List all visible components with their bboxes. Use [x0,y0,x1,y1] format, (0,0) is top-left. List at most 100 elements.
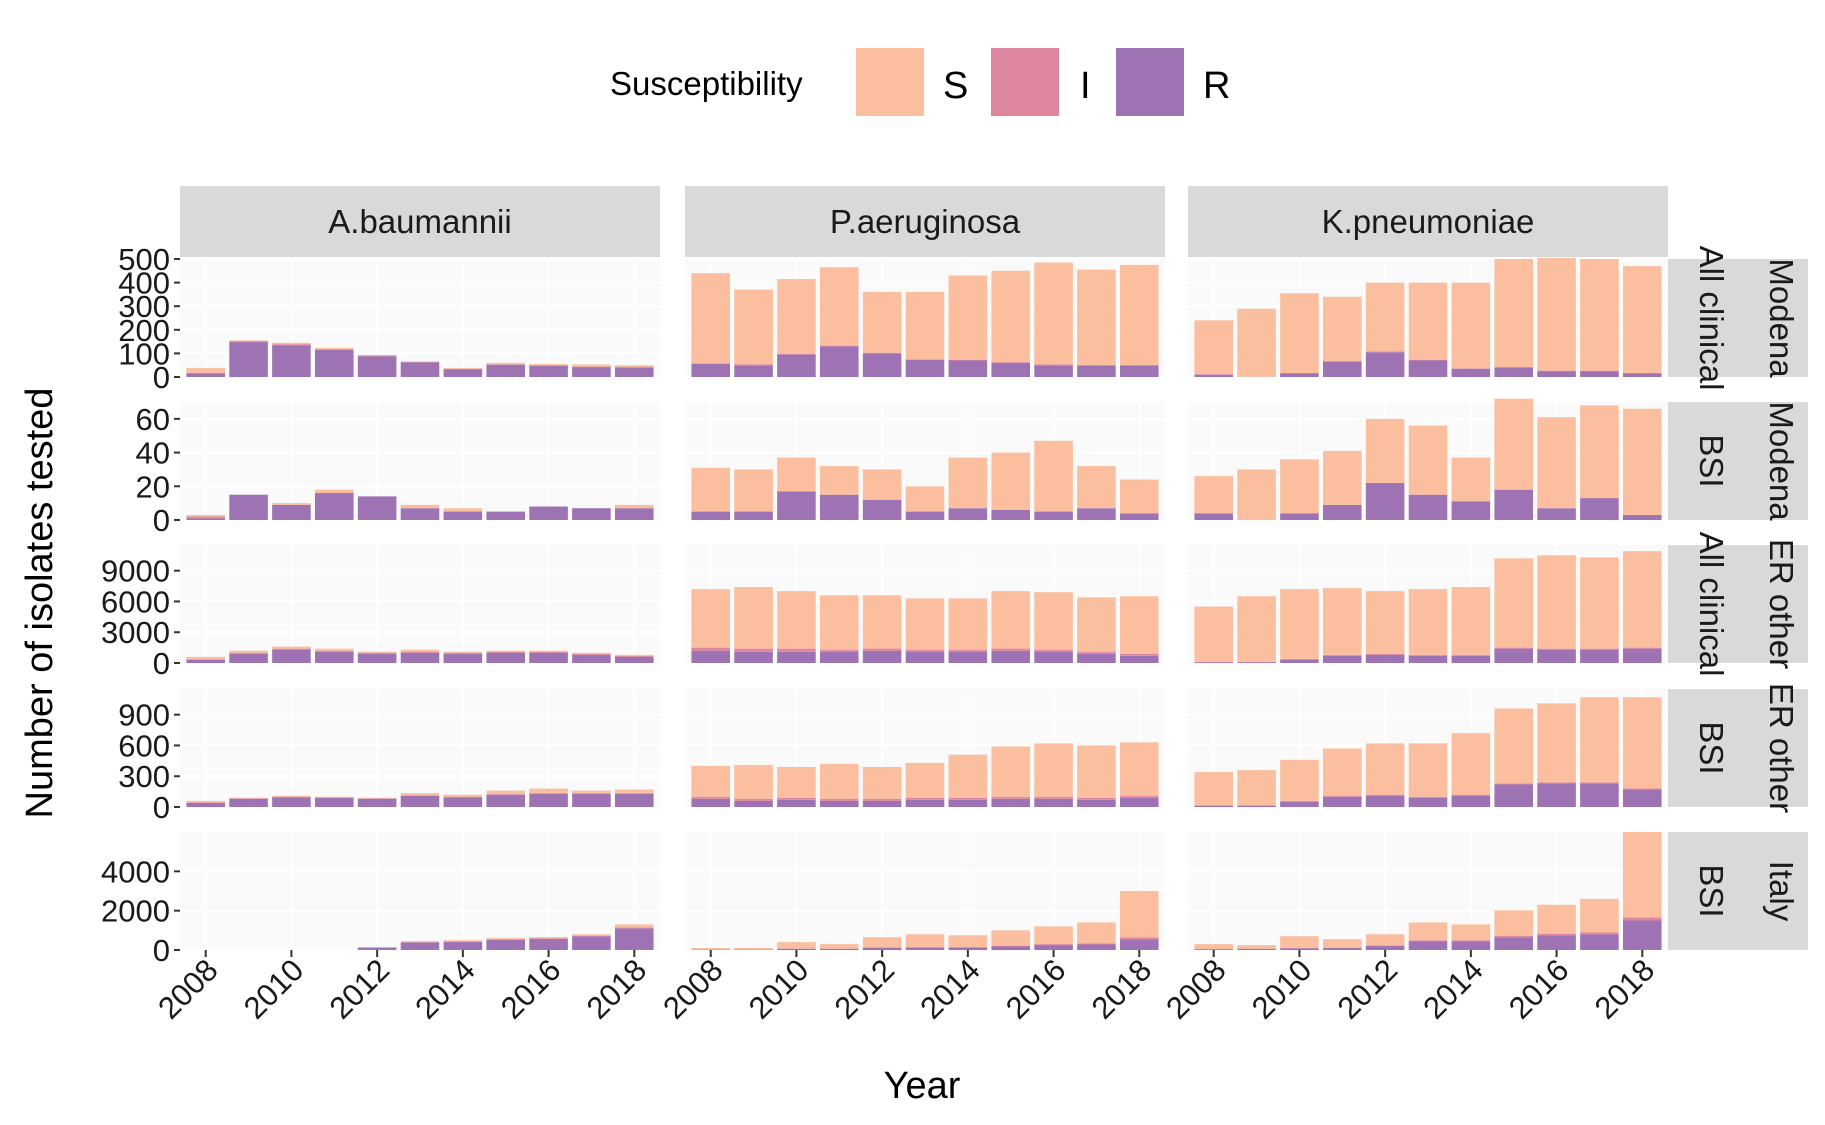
bar-i [777,353,816,355]
bar-s [777,766,816,798]
bar-s [820,944,859,949]
bar-s [615,789,654,794]
bar-s [1120,742,1159,796]
bar-i [1077,651,1116,654]
bar-r [529,506,568,520]
y-tick-label: 400 [118,266,170,301]
bar-r [486,939,525,950]
column-strip-label-0: A.baumannii [328,203,511,240]
row-strip-inner-label-0: All clinical [1693,246,1730,391]
bar-r [1237,805,1276,807]
bar-r [862,650,902,663]
bar-s [529,364,568,366]
bar-r [1280,801,1319,807]
bar-s [777,279,816,354]
bar-r [1323,361,1362,377]
bar-i [186,659,225,660]
bar-r [1120,939,1159,950]
bar-s [1365,591,1405,654]
y-tick-label: 600 [118,728,170,763]
bar-s [443,794,483,797]
bar-s [1120,264,1159,365]
bar-i [1408,796,1448,798]
bar-i [315,349,354,350]
bar-s [734,587,773,649]
bar-s [1494,558,1533,648]
bar-r [1580,649,1619,663]
bar-s [1077,466,1116,509]
bar-r [948,360,988,377]
bar-i [905,359,945,361]
legend-label-r: R [1203,65,1230,107]
bar-r [1034,511,1073,520]
legend-title: Susceptibility [610,65,803,102]
bar-r [734,800,773,807]
row-strip-4 [1668,832,1808,950]
bar-s [1494,259,1533,368]
bar-s [486,938,525,940]
bar-s [443,368,483,369]
bar-i [272,344,311,346]
bar-r [1194,805,1233,807]
bar-s [1408,922,1448,941]
bar-s [991,452,1030,510]
bar-s [315,347,354,350]
bar-r [315,349,354,377]
bar-r [443,511,483,520]
bar-i [1034,649,1073,652]
bar-s [1580,557,1619,649]
bar-s [1323,748,1362,796]
y-tick-label: 0 [153,933,170,968]
bar-r [1034,365,1073,377]
bar-i [186,372,225,374]
bar-i [229,341,268,343]
bar-i [1494,647,1533,649]
bar-r [1537,371,1576,377]
bar-s [1408,743,1448,797]
column-strip-1 [685,186,1165,257]
bar-r [1120,655,1159,663]
row-strip-inner-label-2: All clinical [1693,532,1730,677]
bar-r [1194,513,1233,520]
y-tick-label: 0 [153,790,170,825]
bar-s [820,595,859,650]
bar-s [1077,922,1116,944]
bar-r [1194,662,1233,663]
bar-r [1494,489,1533,520]
bar-r [820,494,859,520]
bar-i [820,649,859,652]
bar-r [734,511,773,520]
bar-r [691,364,730,377]
bar-r [529,938,568,950]
bar-i [820,345,859,347]
bar-i [572,935,611,937]
bar-r [1623,514,1662,520]
bar-s [734,948,773,950]
bar-s [615,924,654,928]
bar-r [529,793,568,807]
bar-i [615,655,654,657]
bar-i [443,796,483,798]
bar-i [1580,782,1619,784]
bar-s [948,935,988,948]
legend-label-s: S [943,65,968,107]
bar-r [1623,373,1662,377]
bar-r [1537,508,1576,520]
bar-r [820,948,859,950]
panel-background [180,689,660,807]
bar-r [1237,662,1276,663]
bar-s [1120,596,1159,654]
bar-r [1580,498,1619,520]
bar-s [820,267,859,346]
bar-s [1537,904,1576,934]
bar-s [948,598,988,650]
bar-i [357,652,397,654]
bar-i [862,798,902,801]
bar-r [777,491,816,520]
bar-s [1494,910,1533,936]
bar-s [229,797,268,799]
bar-r [572,936,611,950]
bar-s [1408,425,1448,495]
bar-i [1408,654,1448,656]
bar-i [1323,654,1362,656]
